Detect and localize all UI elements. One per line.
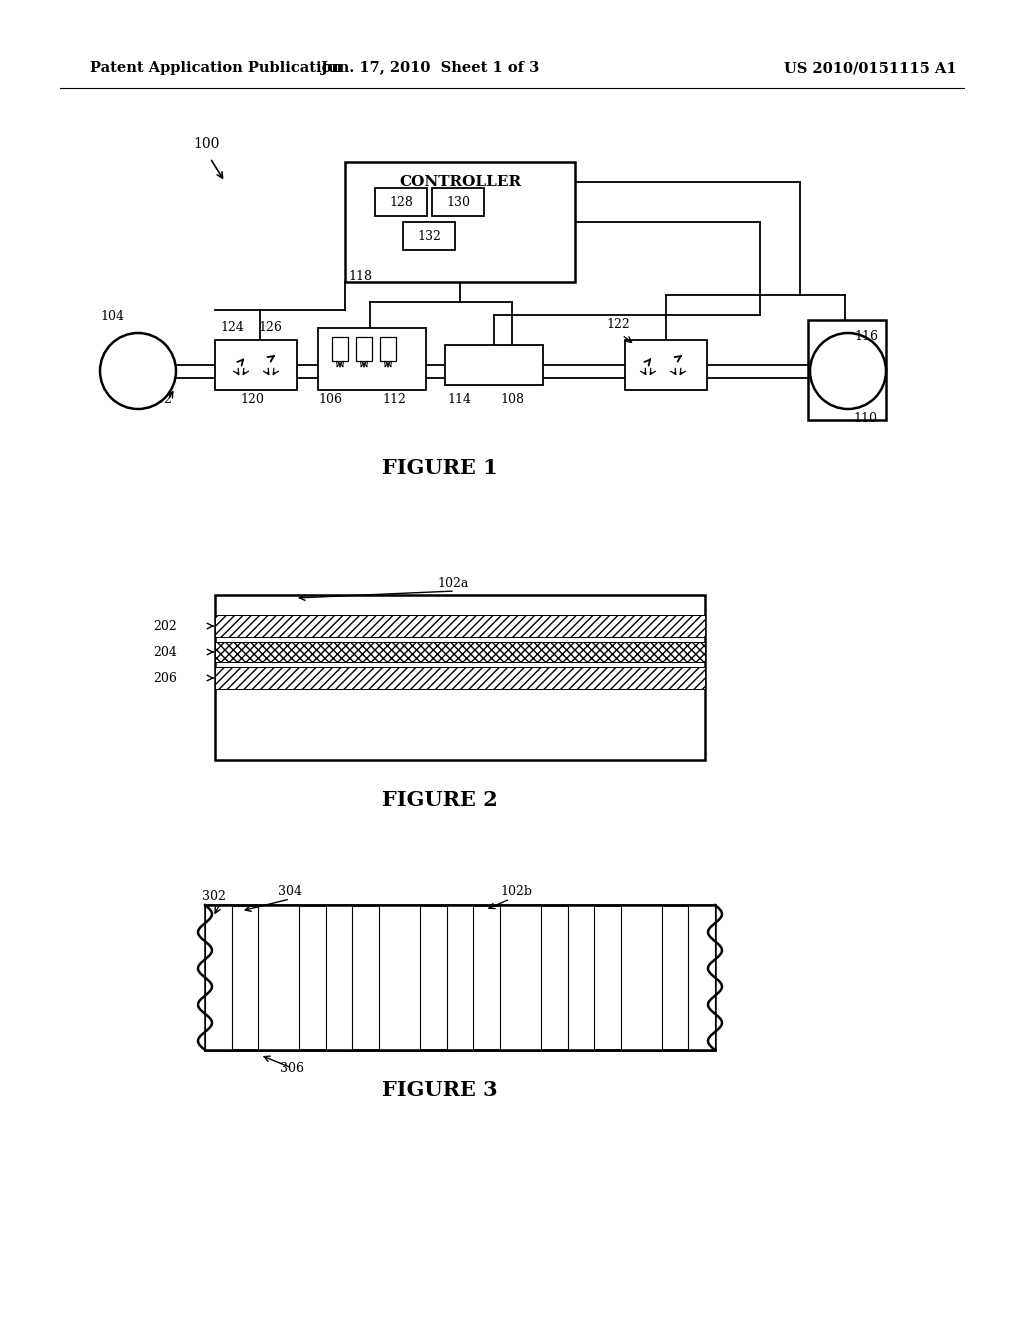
- Bar: [258, 906, 299, 1049]
- Text: FIGURE 2: FIGURE 2: [382, 789, 498, 810]
- Bar: [205, 906, 231, 1049]
- Text: 112: 112: [382, 393, 406, 407]
- Bar: [445, 345, 543, 385]
- Text: 122: 122: [606, 318, 630, 331]
- Text: 110: 110: [853, 412, 877, 425]
- Bar: [808, 319, 886, 420]
- Ellipse shape: [100, 333, 176, 409]
- Bar: [205, 906, 715, 1049]
- Text: 118: 118: [348, 269, 372, 282]
- Bar: [500, 906, 541, 1049]
- Bar: [318, 327, 426, 389]
- Text: 128: 128: [389, 195, 413, 209]
- Text: CONTROLLER: CONTROLLER: [399, 176, 521, 189]
- Text: 304: 304: [278, 884, 302, 898]
- Bar: [379, 906, 420, 1049]
- Text: Jun. 17, 2010  Sheet 1 of 3: Jun. 17, 2010 Sheet 1 of 3: [321, 61, 539, 75]
- Ellipse shape: [810, 333, 886, 409]
- Bar: [215, 341, 297, 389]
- Text: 102b: 102b: [500, 884, 532, 898]
- Bar: [215, 667, 705, 689]
- Text: 202: 202: [154, 619, 177, 632]
- Text: 132: 132: [417, 230, 441, 243]
- Text: 124: 124: [220, 321, 244, 334]
- Bar: [621, 906, 662, 1049]
- Text: 120: 120: [240, 393, 264, 407]
- Text: FIGURE 3: FIGURE 3: [382, 1080, 498, 1100]
- Text: 126: 126: [258, 321, 282, 334]
- Text: 114: 114: [447, 393, 471, 407]
- Text: 302: 302: [202, 890, 226, 903]
- Text: 204: 204: [154, 645, 177, 659]
- Text: 116: 116: [854, 330, 878, 343]
- Text: 102a: 102a: [437, 577, 468, 590]
- Bar: [380, 337, 396, 360]
- Text: 108: 108: [500, 393, 524, 407]
- Bar: [326, 906, 352, 1049]
- Text: US 2010/0151115 A1: US 2010/0151115 A1: [783, 61, 956, 75]
- Text: 100: 100: [193, 137, 219, 150]
- Text: 130: 130: [446, 195, 470, 209]
- Bar: [375, 187, 427, 216]
- Text: Patent Application Publication: Patent Application Publication: [90, 61, 342, 75]
- Text: 104: 104: [100, 310, 124, 323]
- Bar: [403, 222, 455, 249]
- Text: 102: 102: [148, 393, 172, 407]
- Bar: [332, 337, 348, 360]
- Text: 206: 206: [154, 672, 177, 685]
- Bar: [215, 642, 705, 663]
- Bar: [625, 341, 707, 389]
- Bar: [215, 615, 705, 638]
- Bar: [688, 906, 715, 1049]
- Bar: [356, 337, 372, 360]
- Bar: [446, 906, 473, 1049]
- Text: FIGURE 1: FIGURE 1: [382, 458, 498, 478]
- Text: 106: 106: [318, 393, 342, 407]
- Bar: [567, 906, 594, 1049]
- Bar: [345, 162, 575, 282]
- Bar: [432, 187, 484, 216]
- Bar: [215, 595, 705, 760]
- Text: 306: 306: [280, 1063, 304, 1074]
